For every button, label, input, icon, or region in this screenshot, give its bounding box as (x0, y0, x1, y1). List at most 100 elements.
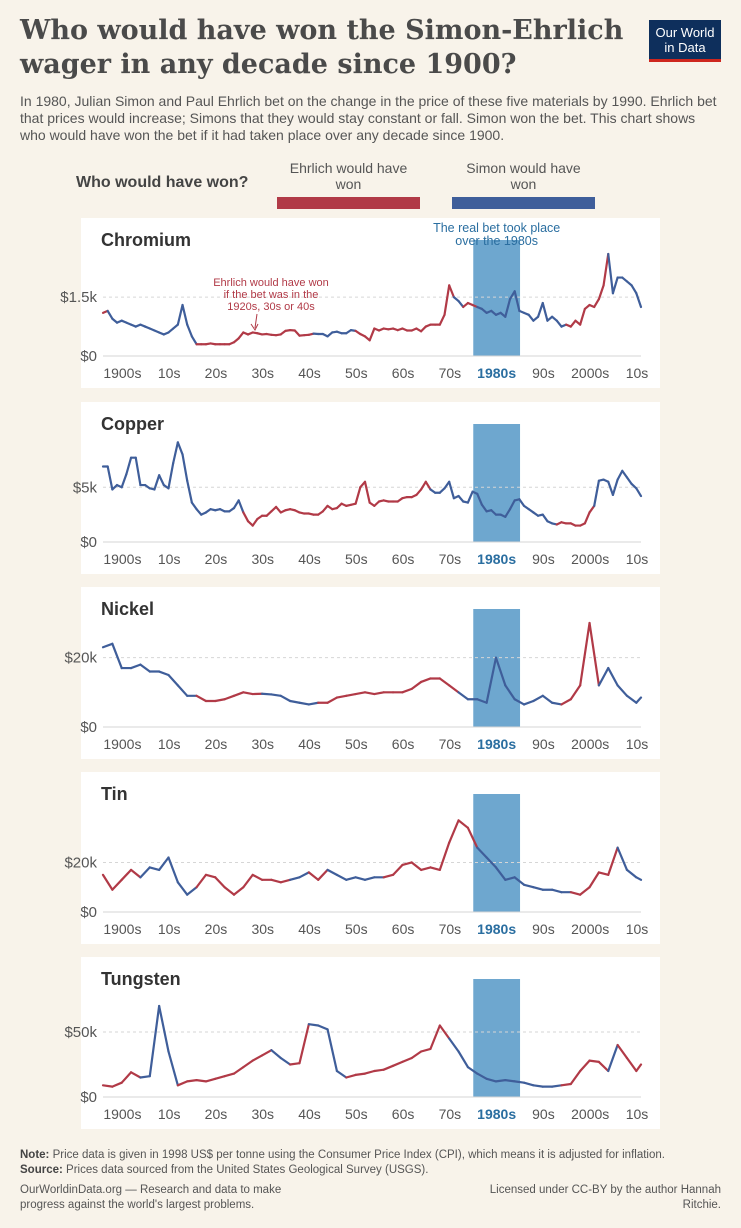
tungsten-line-segment (270, 1049, 282, 1060)
chromium-line-segment (555, 319, 563, 328)
tin-x-tick: 10s (626, 921, 649, 937)
tungsten-y-tick: $0 (80, 1089, 97, 1106)
chromium-line-segment (186, 323, 193, 338)
nickel-line-segment (579, 621, 591, 687)
chromium-line-segment (611, 276, 619, 295)
copper-line-segment (457, 494, 465, 503)
nickel-line-segment (195, 694, 208, 703)
nickel-line-segment (373, 691, 385, 696)
chromium-annotation-arrowhead (250, 323, 259, 331)
chromium-line-segment (602, 252, 610, 287)
tin-line-segment (232, 886, 245, 896)
copper-line-segment (195, 508, 203, 516)
tin-line-segment (579, 886, 591, 896)
tungsten-line-segment (466, 1065, 479, 1075)
tin-line-segment (345, 876, 357, 881)
nickel-x-tick: 20s (205, 736, 228, 752)
copper-line-segment (321, 504, 329, 513)
tin-line-segment (588, 871, 600, 889)
chromium-bet-label: over the 1980s (455, 234, 538, 248)
copper-y-tick: $5k (73, 479, 98, 496)
copper-line-segment (518, 498, 526, 507)
tungsten-x-tick: 20s (205, 1106, 228, 1122)
legend-title: Who would have won? (76, 174, 249, 191)
tungsten-line-segment (382, 1064, 395, 1071)
nickel-line-segment (279, 694, 292, 703)
tin-line-segment (335, 873, 348, 881)
tin-title: Tin (101, 784, 128, 804)
chromium-annotation: Ehrlich would have won (213, 277, 329, 289)
tungsten-line-segment (186, 1078, 198, 1083)
copper-x-tick: 90s (532, 551, 555, 567)
nickel-line-segment (298, 701, 310, 706)
tin-line-segment (494, 866, 507, 881)
nickel-line-segment (335, 694, 348, 699)
tungsten-line-segment (148, 1004, 161, 1078)
copper-x-tick: 1980s (477, 551, 516, 567)
site-tagline[interactable]: OurWorldinData.org — Research and data t… (20, 1184, 282, 1211)
tin-line-segment (186, 886, 198, 896)
copper-x-tick: 2000s (571, 551, 609, 567)
tin-line-segment (101, 873, 114, 891)
tin-line-segment (513, 876, 526, 886)
tungsten-line-segment (204, 1077, 217, 1083)
chromium-x-tick: 40s (298, 365, 321, 381)
nickel-line-segment (532, 694, 544, 703)
tin-line-segment (298, 871, 310, 879)
tin-x-tick: 50s (345, 921, 368, 937)
tin-line-segment (597, 871, 610, 876)
tin-line-segment (223, 886, 236, 896)
nickel-x-tick: 10s (626, 736, 649, 752)
owid-logo[interactable]: Our World in Data (649, 20, 721, 62)
copper-line-segment (541, 513, 549, 523)
chromium-x-tick: 1900s (103, 365, 141, 381)
tungsten-line-segment (195, 1078, 208, 1083)
copper-line-segment (125, 456, 133, 476)
nickel-line-segment (345, 692, 357, 697)
copper-line-segment (363, 480, 371, 504)
tungsten-line-segment (588, 1059, 600, 1064)
copper-line-segment (616, 469, 624, 481)
chromium-bet-band (473, 240, 521, 356)
tungsten-line-segment (410, 1050, 423, 1060)
tungsten-x-tick: 60s (392, 1106, 415, 1122)
copper-x-tick: 10s (158, 551, 181, 567)
chromium-x-tick: 20s (205, 365, 228, 381)
tin-line-segment (139, 866, 151, 879)
tungsten-line-segment (569, 1069, 582, 1086)
copper-line-segment (424, 480, 432, 491)
chromium-x-tick: 50s (345, 365, 368, 381)
license-text: Licensed under CC-BY by the author Hanna… (489, 1184, 721, 1211)
copper-line-segment (106, 465, 114, 491)
copper-line-segment (611, 478, 619, 497)
tungsten-line-segment (494, 1078, 507, 1083)
chromium-line-segment (593, 298, 600, 309)
copper-line-segment (476, 492, 484, 506)
tungsten-line-segment (120, 1071, 133, 1084)
tungsten-line-segment (363, 1069, 376, 1075)
copper-line-segment (420, 480, 427, 491)
tungsten-line-segment (551, 1084, 563, 1088)
tungsten-line-segment (448, 1037, 460, 1053)
nickel-line-segment (242, 691, 254, 696)
copper-bet-band (473, 424, 521, 542)
nickel-line-segment (223, 694, 236, 701)
nickel-line-segment (560, 698, 572, 706)
tungsten-title: Tungsten (101, 969, 181, 989)
tungsten-line-segment (167, 1050, 179, 1087)
chart-panel-tungsten: $0 $50k Tungsten 1900s 10s 20s 30s 40s 50s 60s 70s… (64, 957, 660, 1129)
copper-x-tick: 50s (345, 551, 368, 567)
chromium-line-segment (368, 327, 376, 342)
copper-x-tick: 70s (439, 551, 462, 567)
copper-line-segment (181, 453, 189, 482)
copper-x-tick: 1900s (103, 551, 141, 567)
tungsten-line-segment (232, 1065, 245, 1075)
nickel-line-segment (176, 684, 189, 697)
tungsten-line-segment (326, 1028, 339, 1073)
tin-line-segment (111, 878, 123, 891)
chromium-x-tick: 30s (251, 365, 274, 381)
tungsten-line-segment (635, 1063, 643, 1073)
tin-x-tick: 60s (392, 921, 415, 937)
nickel-bet-band (473, 609, 521, 727)
chromium-annotation-arrow (254, 313, 258, 329)
